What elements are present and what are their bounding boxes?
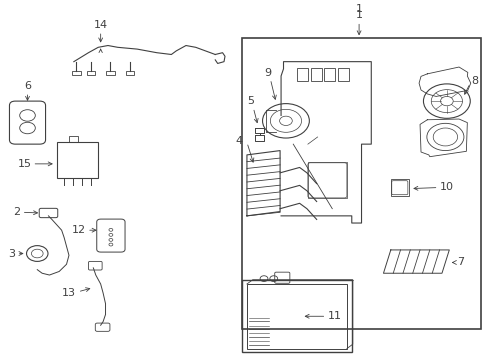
- Text: 9: 9: [264, 68, 271, 78]
- Bar: [310, 68, 321, 81]
- Bar: [307, 162, 346, 198]
- Text: 14: 14: [93, 20, 107, 30]
- Bar: [337, 68, 348, 81]
- Text: 8: 8: [470, 76, 477, 86]
- Bar: [57, 142, 98, 178]
- Text: 12: 12: [72, 225, 86, 235]
- Text: 5: 5: [247, 96, 254, 107]
- Text: 6: 6: [24, 81, 31, 91]
- Bar: [242, 280, 351, 352]
- Text: 11: 11: [327, 311, 341, 321]
- Text: 7: 7: [456, 257, 463, 267]
- Text: 1: 1: [355, 4, 362, 14]
- Bar: [390, 179, 408, 196]
- Bar: [324, 68, 334, 81]
- Bar: [86, 71, 95, 75]
- Text: 13: 13: [62, 288, 76, 298]
- Bar: [246, 284, 346, 348]
- Bar: [242, 39, 480, 329]
- Text: 4: 4: [235, 136, 243, 145]
- Bar: [69, 136, 78, 142]
- Bar: [106, 71, 115, 75]
- Text: 3: 3: [8, 248, 15, 258]
- Text: 15: 15: [18, 159, 31, 169]
- Text: 2: 2: [13, 207, 20, 217]
- Bar: [125, 71, 134, 75]
- Text: 1: 1: [355, 10, 362, 21]
- Bar: [297, 68, 307, 81]
- Bar: [72, 71, 81, 75]
- Text: 10: 10: [439, 182, 452, 192]
